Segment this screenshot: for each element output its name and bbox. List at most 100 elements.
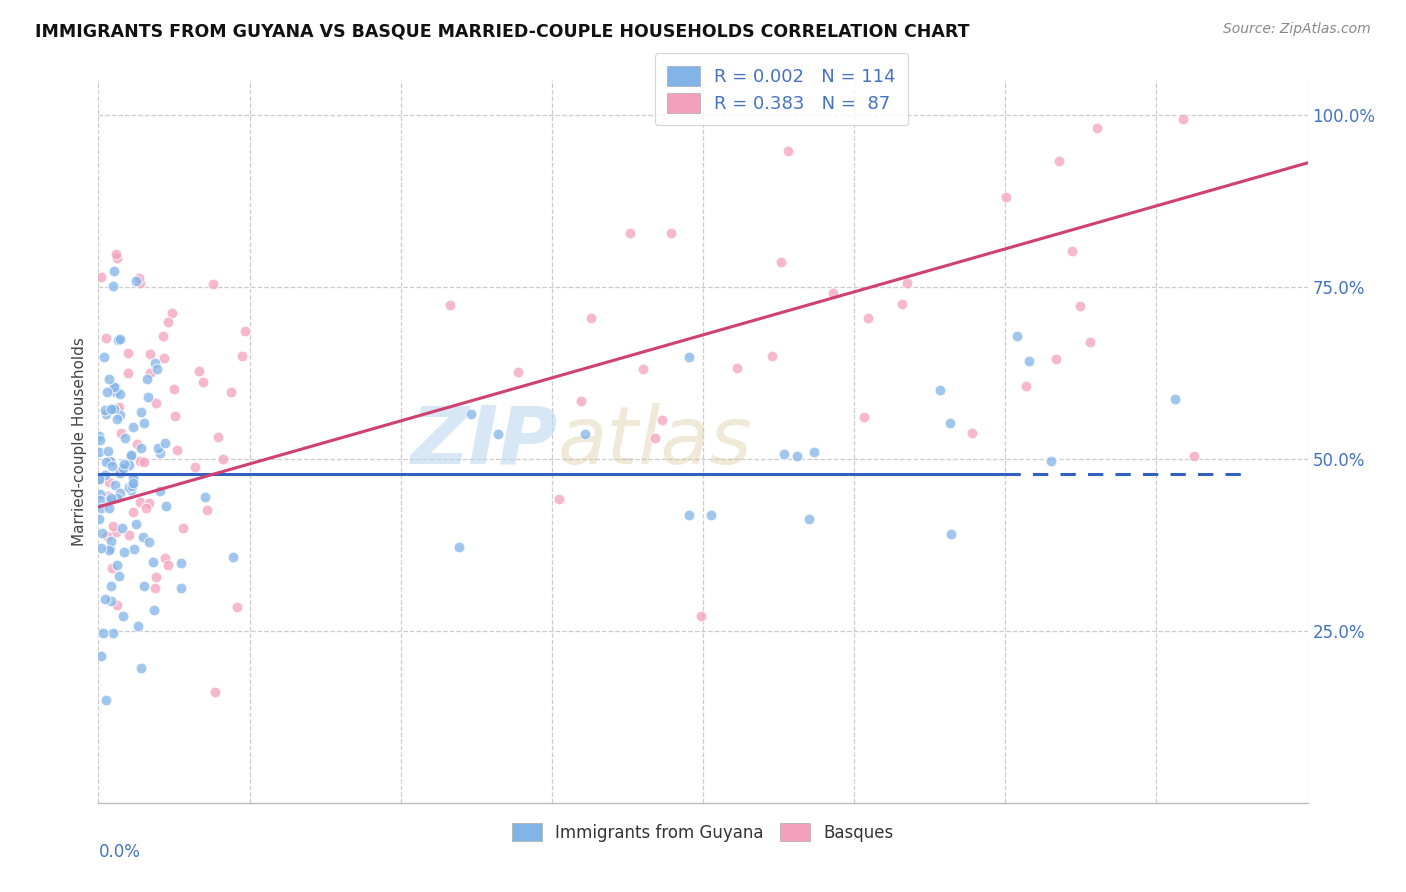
Point — [107, 333, 129, 347]
Point — [145, 396, 167, 410]
Point — [101, 519, 124, 533]
Point — [134, 417, 156, 431]
Point — [98, 454, 121, 468]
Point — [105, 491, 128, 505]
Point — [139, 346, 162, 360]
Point — [896, 276, 918, 290]
Point — [579, 310, 602, 325]
Point — [124, 517, 146, 532]
Point — [145, 569, 167, 583]
Point — [89, 445, 111, 459]
Point — [659, 226, 682, 240]
Point — [96, 528, 118, 542]
Point — [120, 483, 142, 497]
Point — [96, 384, 118, 399]
Point — [94, 331, 117, 345]
Point — [117, 527, 139, 541]
Point — [105, 599, 128, 613]
Point — [678, 508, 700, 523]
Point — [108, 332, 131, 346]
Point — [938, 417, 960, 431]
Point — [803, 445, 825, 459]
Point — [94, 467, 117, 482]
Point — [960, 425, 983, 440]
Point — [201, 277, 224, 291]
Point — [125, 436, 148, 450]
Point — [146, 362, 169, 376]
Point — [110, 467, 132, 481]
Point — [1182, 449, 1205, 463]
Point — [100, 579, 122, 593]
Point — [129, 276, 152, 290]
Point — [108, 387, 131, 401]
Point — [89, 429, 111, 443]
Text: IMMIGRANTS FROM GUYANA VS BASQUE MARRIED-COUPLE HOUSEHOLDS CORRELATION CHART: IMMIGRANTS FROM GUYANA VS BASQUE MARRIED… — [35, 22, 970, 40]
Point — [120, 448, 142, 462]
Point — [101, 458, 124, 473]
Point — [90, 501, 112, 516]
Point — [131, 441, 153, 455]
Point — [122, 471, 145, 485]
Point — [569, 393, 592, 408]
Point — [211, 452, 233, 467]
Y-axis label: Married-couple Households: Married-couple Households — [72, 337, 87, 546]
Point — [141, 555, 163, 569]
Point — [891, 297, 914, 311]
Point — [89, 434, 111, 448]
Point — [101, 279, 124, 293]
Point — [97, 372, 120, 386]
Point — [100, 594, 122, 608]
Point — [93, 403, 115, 417]
Point — [132, 530, 155, 544]
Point — [547, 492, 569, 507]
Point — [149, 484, 172, 499]
Point — [156, 315, 179, 329]
Point — [104, 385, 127, 400]
Point — [1007, 329, 1029, 343]
Point — [574, 427, 596, 442]
Point — [929, 383, 952, 397]
Point — [761, 349, 783, 363]
Point — [852, 410, 875, 425]
Point — [153, 436, 176, 450]
Point — [799, 512, 821, 526]
Text: 0.0%: 0.0% — [98, 843, 141, 861]
Point — [94, 692, 117, 706]
Text: ZIP: ZIP — [411, 402, 558, 481]
Point — [105, 251, 128, 265]
Point — [118, 480, 141, 494]
Point — [138, 496, 160, 510]
Point — [112, 460, 135, 475]
Point — [90, 541, 112, 555]
Point — [117, 366, 139, 380]
Point — [122, 476, 145, 491]
Point — [100, 401, 122, 416]
Point — [97, 501, 120, 516]
Point — [103, 263, 125, 277]
Point — [1040, 454, 1063, 468]
Point — [98, 543, 121, 558]
Point — [184, 459, 207, 474]
Point — [94, 592, 117, 607]
Point — [233, 324, 256, 338]
Point — [108, 486, 131, 500]
Point — [100, 491, 122, 505]
Point — [195, 503, 218, 517]
Point — [1015, 378, 1038, 392]
Point — [773, 447, 796, 461]
Point — [108, 568, 131, 582]
Point — [619, 226, 641, 240]
Point — [98, 492, 121, 507]
Point — [93, 350, 115, 364]
Point — [146, 441, 169, 455]
Point — [823, 285, 845, 300]
Point — [166, 442, 188, 457]
Point — [138, 366, 160, 380]
Point — [129, 495, 152, 509]
Point — [194, 491, 217, 505]
Point — [129, 454, 152, 468]
Point — [122, 505, 145, 519]
Point — [172, 521, 194, 535]
Point — [143, 356, 166, 370]
Point — [778, 145, 800, 159]
